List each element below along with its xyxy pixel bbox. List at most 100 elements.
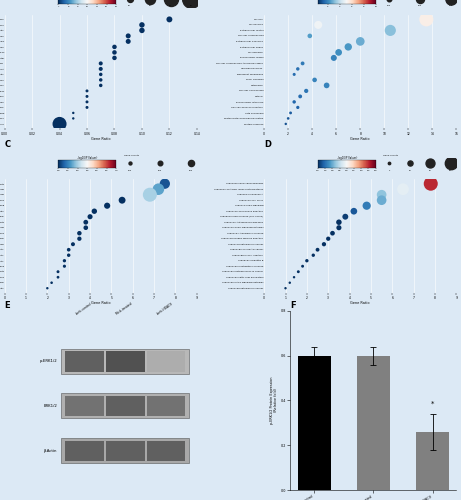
Point [70,109,77,117]
Point [296,92,304,100]
Point [290,98,298,106]
Text: Lenti-HDAC9: Lenti-HDAC9 [156,302,174,316]
Point [83,104,91,112]
Point [335,218,343,226]
Point [138,21,146,29]
X-axis label: Gene Ratio: Gene Ratio [350,137,370,141]
Point [294,104,301,112]
Point [286,278,294,286]
Bar [106,351,145,372]
Point [165,16,173,24]
Point [323,82,331,90]
Point [314,21,322,29]
Text: ERK1/2: ERK1/2 [43,404,57,408]
Point [310,251,317,259]
Point [83,98,91,106]
Point [344,43,352,51]
Point [61,256,68,264]
Point [306,32,313,40]
Point [86,212,94,220]
Point [335,48,343,56]
Point [287,109,294,117]
Text: F: F [290,301,296,310]
Point [282,284,289,292]
Point [138,26,146,34]
Point [330,54,337,62]
Bar [106,396,145,416]
Point [61,262,68,270]
Point [295,268,302,276]
Point [284,114,292,122]
Point [320,240,328,248]
Bar [61,348,189,374]
X-axis label: Gene Ratio: Gene Ratio [91,137,111,141]
Point [302,87,310,95]
Point [118,196,126,204]
Point [329,229,336,237]
Point [65,246,72,254]
Point [48,278,55,286]
Point [82,218,89,226]
Bar [357,356,390,490]
Point [399,185,407,193]
Point [325,234,332,242]
Point [290,273,298,281]
Point [314,246,321,254]
Point [146,190,154,198]
Point [54,273,62,281]
Bar [65,396,104,416]
Text: E: E [5,301,10,310]
Text: Lenti-control: Lenti-control [75,302,93,316]
Text: β-Actin: β-Actin [44,448,57,452]
Point [54,268,62,276]
Point [294,65,301,73]
Point [342,212,349,220]
Point [65,251,72,259]
Bar [65,351,104,372]
Point [311,76,318,84]
Point [378,190,385,198]
Point [111,54,118,62]
Point [111,43,118,51]
Point [83,87,91,95]
Text: p-ERK1/2: p-ERK1/2 [40,359,57,363]
Point [97,70,105,78]
Bar [147,396,185,416]
Bar [416,432,449,490]
Point [82,224,89,232]
Text: Mock-treated: Mock-treated [115,302,134,316]
Text: *: * [431,401,434,407]
Point [378,196,385,204]
Bar [298,356,331,490]
Point [161,180,169,188]
Point [91,207,98,215]
Point [356,38,364,46]
X-axis label: Gene Ratio: Gene Ratio [91,302,111,306]
Bar [61,438,189,463]
Point [103,202,111,209]
Point [97,60,105,68]
Point [282,120,290,128]
Point [427,180,434,188]
Point [69,240,77,248]
Bar [65,440,104,461]
Point [363,202,370,209]
Point [111,48,118,56]
X-axis label: Gene Ratio: Gene Ratio [350,302,370,306]
Point [56,120,63,128]
Point [76,234,83,242]
Point [70,114,77,122]
Point [335,224,343,232]
Bar [106,440,145,461]
Bar [147,440,185,461]
Point [97,76,105,84]
Text: C: C [5,140,11,148]
Point [387,26,394,34]
Bar [61,394,189,418]
Point [303,256,311,264]
Point [97,82,105,90]
Point [44,284,51,292]
Text: D: D [264,140,271,148]
Point [350,207,358,215]
Bar [147,351,185,372]
